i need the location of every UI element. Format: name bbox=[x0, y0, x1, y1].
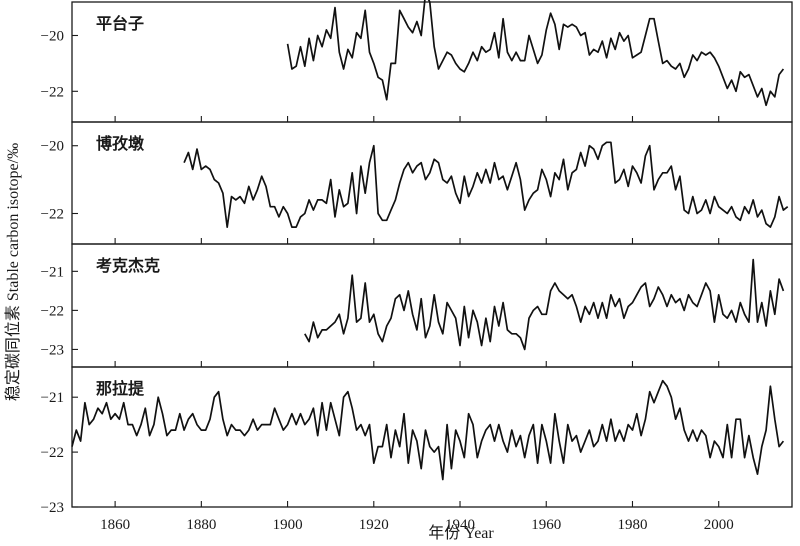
y-tick-label: −21 bbox=[41, 390, 64, 406]
series-line bbox=[304, 258, 785, 351]
y-tick-label: −20 bbox=[41, 28, 64, 44]
chart-panel: −21 −22 −23 考克杰克 bbox=[41, 243, 793, 368]
y-tick-label: −23 bbox=[41, 500, 64, 516]
y-tick-label: −22 bbox=[41, 445, 64, 461]
x-tick-label: 1880 bbox=[186, 517, 216, 533]
chart-panels: −20 −22 平台子 −20 −22 博孜墩 −21 −22 −23 考克杰克 −21 −22 −23… bbox=[41, 0, 793, 533]
x-tick-label: 1960 bbox=[531, 517, 561, 533]
panel-frame bbox=[71, 366, 793, 508]
panel-label: 博孜墩 bbox=[96, 134, 145, 153]
y-axis-title: 稳定碳同位素 Stable carbon isotope/‰ bbox=[4, 143, 22, 401]
series-line bbox=[183, 141, 789, 228]
series-line bbox=[71, 379, 785, 481]
y-tick-label: −22 bbox=[41, 207, 64, 223]
chart-panel: −21 −22 −23 1860 1880 1900 1920 1940 1960 1980 200… bbox=[41, 366, 793, 533]
y-tick-label: −23 bbox=[41, 342, 64, 358]
panel-label: 平台子 bbox=[96, 14, 144, 33]
x-tick-label: 1860 bbox=[100, 517, 130, 533]
chart-panel: −20 −22 博孜墩 bbox=[41, 121, 793, 245]
x-tick-label: 1920 bbox=[359, 517, 389, 533]
y-tick-label: −22 bbox=[41, 84, 64, 100]
chart-panel: −20 −22 平台子 bbox=[41, 0, 793, 123]
series-line bbox=[286, 0, 785, 107]
y-tick-label: −21 bbox=[41, 264, 64, 280]
x-tick-label: 2000 bbox=[704, 517, 734, 533]
x-tick-label: 1900 bbox=[273, 517, 303, 533]
panel-frame bbox=[71, 121, 793, 245]
x-axis-title: 年份 Year bbox=[428, 524, 494, 542]
y-tick-label: −20 bbox=[41, 139, 64, 155]
y-tick-label: −22 bbox=[41, 303, 64, 319]
panel-label: 考克杰克 bbox=[96, 256, 160, 275]
x-tick-label: 1940 bbox=[445, 517, 475, 533]
panel-label: 那拉提 bbox=[96, 379, 145, 398]
x-tick-label: 1980 bbox=[617, 517, 647, 533]
